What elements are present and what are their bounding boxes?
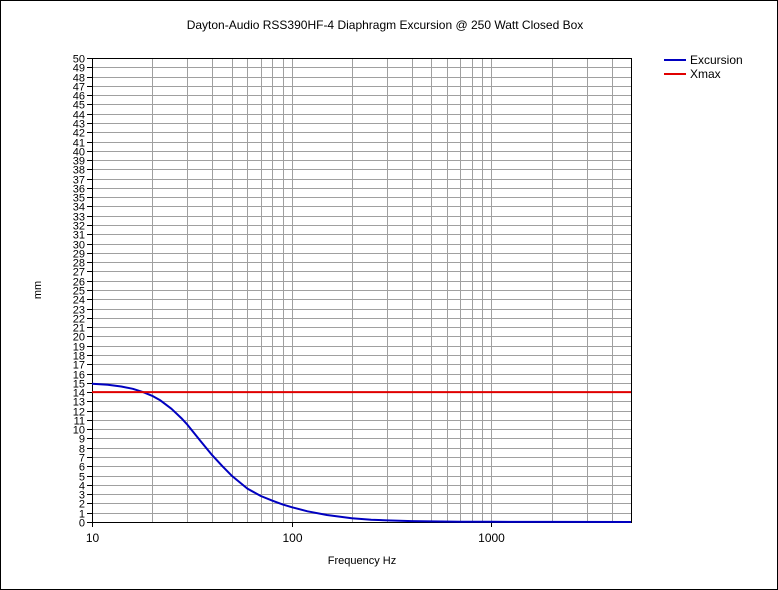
y-tick-label: 48 xyxy=(73,73,85,85)
legend-label-excursion: Excursion xyxy=(690,53,743,67)
y-axis-label: mm xyxy=(32,281,44,299)
y-tick-label: 39 xyxy=(73,156,85,168)
y-tick-label: 15 xyxy=(73,379,85,391)
y-tick-label: 37 xyxy=(73,175,85,187)
y-tick-label: 29 xyxy=(73,249,85,261)
y-tick-label: 41 xyxy=(73,138,85,150)
y-tick-label: 13 xyxy=(73,397,85,409)
y-tick-label: 30 xyxy=(73,240,85,252)
y-tick-label: 44 xyxy=(73,110,85,122)
series-lines xyxy=(91,382,632,523)
series-line-excursion xyxy=(91,382,632,523)
y-tick-label: 16 xyxy=(73,370,85,382)
y-tick-label: 33 xyxy=(73,212,85,224)
y-tick-label: 45 xyxy=(73,100,85,112)
x-axis-label: Frequency Hz xyxy=(328,555,396,567)
y-tick-label: 20 xyxy=(73,332,85,344)
y-tick-label: 34 xyxy=(73,202,85,214)
y-tick-label: 47 xyxy=(73,82,85,94)
y-tick-label: 11 xyxy=(74,416,85,428)
y-tick-label: 27 xyxy=(73,267,85,279)
y-tick-label: 18 xyxy=(73,351,85,363)
y-tick-label: 8 xyxy=(79,444,85,456)
y-tick-label: 2 xyxy=(79,499,85,511)
y-tick-label: 43 xyxy=(73,119,85,131)
plot-border xyxy=(92,58,632,523)
y-tick-label: 38 xyxy=(73,165,85,177)
y-tick-label: 25 xyxy=(73,286,85,298)
y-tick-label: 50 xyxy=(73,54,85,66)
y-tick-label: 21 xyxy=(73,323,85,335)
y-tick-label: 3 xyxy=(79,490,85,502)
y-tick-label: 32 xyxy=(73,221,85,233)
y-tick-label: 4 xyxy=(79,481,85,493)
y-tick-label: 49 xyxy=(73,63,85,75)
legend-label-xmax: Xmax xyxy=(690,67,721,81)
y-tick-label: 40 xyxy=(73,147,85,159)
grid-lines xyxy=(92,58,632,523)
x-tick-label: 1000 xyxy=(478,531,505,545)
chart-title: Dayton-Audio RSS390HF-4 Diaphragm Excurs… xyxy=(187,18,584,32)
y-tick-label: 1 xyxy=(79,509,85,521)
y-tick-label: 42 xyxy=(73,128,85,140)
y-tick-label: 5 xyxy=(79,472,85,484)
y-tick-label: 17 xyxy=(73,360,85,372)
y-tick-label: 22 xyxy=(73,314,85,326)
y-tick-label: 7 xyxy=(79,453,85,465)
y-tick-label: 0 xyxy=(79,518,85,530)
y-tick-label: 6 xyxy=(79,462,85,474)
y-tick-label: 35 xyxy=(73,193,85,205)
y-tick-label: 19 xyxy=(73,342,85,354)
x-tick-label: 100 xyxy=(282,531,302,545)
y-tick-label: 31 xyxy=(73,230,85,242)
y-tick-label: 10 xyxy=(73,425,85,437)
y-axis-ticks: 0123456789101112131415161718192021222324… xyxy=(73,54,92,530)
y-tick-label: 14 xyxy=(73,388,85,400)
y-tick-label: 9 xyxy=(79,434,85,446)
x-axis-ticks: 10 100 1000 xyxy=(86,522,505,545)
y-tick-label: 23 xyxy=(73,305,85,317)
y-tick-label: 12 xyxy=(73,407,85,419)
y-tick-label: 26 xyxy=(73,277,85,289)
y-tick-label: 36 xyxy=(73,184,85,196)
y-tick-label: 28 xyxy=(73,258,85,270)
y-tick-label: 24 xyxy=(73,295,85,307)
y-tick-label: 46 xyxy=(73,91,85,103)
x-tick-label: 10 xyxy=(86,531,100,545)
